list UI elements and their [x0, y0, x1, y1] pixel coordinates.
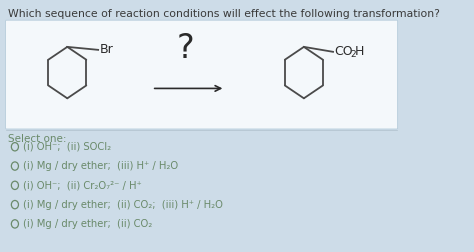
Text: (i) OH⁻;  (ii) SOCl₂: (i) OH⁻; (ii) SOCl₂ [22, 142, 110, 152]
FancyBboxPatch shape [6, 20, 398, 129]
Text: Br: Br [100, 43, 114, 56]
Text: CO: CO [335, 45, 353, 58]
Text: 2: 2 [351, 50, 356, 59]
Text: (i) Mg / dry ether;  (iii) H⁺ / H₂O: (i) Mg / dry ether; (iii) H⁺ / H₂O [22, 161, 178, 171]
Text: ?: ? [177, 32, 194, 65]
Text: (i) Mg / dry ether;  (ii) CO₂: (i) Mg / dry ether; (ii) CO₂ [22, 219, 152, 229]
Text: Select one:: Select one: [8, 134, 67, 144]
Text: H: H [355, 45, 365, 58]
FancyArrowPatch shape [155, 86, 221, 91]
Text: (i) Mg / dry ether;  (ii) CO₂;  (iii) H⁺ / H₂O: (i) Mg / dry ether; (ii) CO₂; (iii) H⁺ /… [22, 200, 222, 210]
Text: (i) OH⁻;  (ii) Cr₂O₇²⁻ / H⁺: (i) OH⁻; (ii) Cr₂O₇²⁻ / H⁺ [22, 180, 141, 190]
Text: Which sequence of reaction conditions will effect the following transformation?: Which sequence of reaction conditions wi… [8, 9, 440, 19]
